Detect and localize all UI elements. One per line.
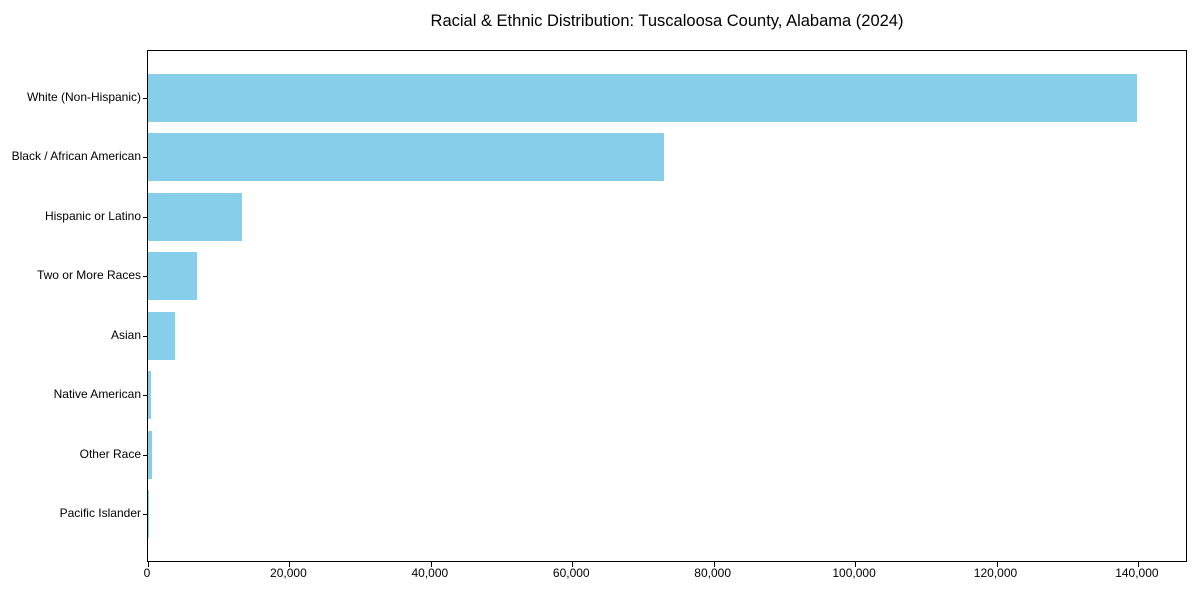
bar (148, 192, 243, 241)
y-tick-mark (143, 335, 148, 337)
y-tick-label: Pacific Islander (59, 506, 141, 520)
y-tick-label: Black / African American (11, 149, 141, 164)
bar (148, 490, 149, 538)
x-tick-label: 40,000 (411, 566, 449, 580)
bar (148, 133, 665, 182)
bar (148, 311, 175, 360)
y-tick-label: White (Non-Hispanic) (26, 90, 141, 104)
y-tick-label: Other Race (79, 446, 141, 461)
x-tick-label: 100,000 (832, 566, 876, 580)
y-tick-label: Native American (53, 387, 141, 402)
y-tick-label: Hispanic or Latino (44, 208, 141, 223)
y-tick-label: Two or More Races (36, 268, 141, 283)
x-tick-label: 60,000 (552, 566, 590, 580)
y-tick-mark (143, 98, 148, 99)
bar (148, 430, 152, 479)
bar (148, 371, 152, 420)
x-tick-label: 0 (143, 566, 151, 580)
bar (148, 74, 1137, 122)
x-tick-label: 140,000 (1115, 566, 1159, 580)
x-axis-labels: 0 20,000 40,000 60,000 80,000 100,000 120,000 1… (144, 566, 1185, 584)
x-tick-mark (855, 562, 857, 567)
y-tick-label: Asian (110, 327, 141, 342)
y-tick-mark (143, 454, 148, 456)
y-axis-labels: White (Non-Hispanic) Black / African Amer… (0, 50, 141, 560)
x-tick-label: 120,000 (973, 566, 1018, 580)
plot-area (143, 50, 1187, 567)
x-tick-mark (996, 562, 998, 567)
x-tick-mark (430, 562, 432, 567)
y-tick-mark (143, 276, 148, 278)
x-tick-mark (148, 562, 149, 567)
bar (148, 252, 197, 301)
x-tick-label: 20,000 (270, 566, 307, 580)
x-tick-mark (289, 562, 291, 567)
x-tick-mark (1137, 562, 1139, 567)
y-tick-mark (143, 216, 148, 218)
y-tick-mark (143, 514, 148, 515)
y-tick-mark (143, 157, 148, 159)
y-tick-mark (143, 395, 148, 397)
chart-title: Racial & Ethnic Distribution: Tuscaloosa… (430, 12, 904, 30)
x-tick-mark (572, 562, 574, 567)
x-tick-label: 80,000 (694, 566, 731, 580)
x-tick-mark (713, 562, 715, 567)
